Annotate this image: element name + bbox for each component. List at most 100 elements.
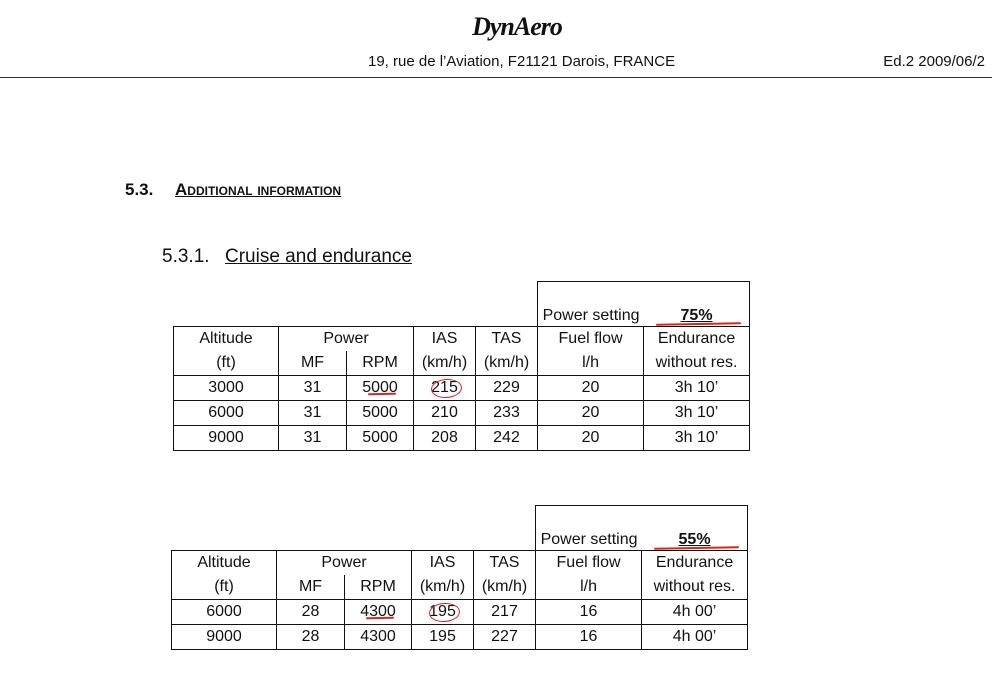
header-cell: without res. <box>641 575 749 600</box>
data-cell: 6000 <box>171 599 277 625</box>
header-cell: RPM <box>344 575 412 600</box>
cell-text: 4h 00’ <box>672 628 717 645</box>
header-rule <box>0 77 992 78</box>
cell-text: 31 <box>303 404 322 421</box>
data-cell: 5000 <box>346 400 414 426</box>
data-row: 3000 31 5000 215 229 20 3h 10’ <box>173 375 751 401</box>
data-cell: 28 <box>276 599 345 625</box>
header-cell: Fuel flow <box>537 326 645 351</box>
header-cell: (ft) <box>171 575 277 600</box>
data-cell: 229 <box>474 375 539 401</box>
data-row: 6000 31 5000 210 233 20 3h 10’ <box>173 400 751 426</box>
data-cell: 16 <box>535 624 643 650</box>
data-cell: 20 <box>537 425 645 451</box>
cell-text: 229 <box>493 379 520 396</box>
cell-text: 4h 00’ <box>672 603 717 620</box>
header-cell: IAS <box>413 326 476 351</box>
power-row: Power setting 55% <box>172 505 749 551</box>
header-cell: TAS <box>474 326 539 351</box>
header-row: Altitude Power IAS TAS Fuel flow Endurance <box>171 550 749 575</box>
section-number: 5.3. <box>125 180 154 199</box>
cell-text: 3h 10’ <box>674 429 719 446</box>
cell-text: 31 <box>303 379 322 396</box>
data-cell: 215 <box>413 375 476 401</box>
cruise-table: Power setting 75% Altitude Power IAS TAS Fuel … <box>173 281 751 451</box>
data-cell: 3h 10’ <box>643 425 751 451</box>
cell-text: 4300 <box>354 603 402 620</box>
cell-text: 9000 <box>206 628 242 645</box>
cell-text: 5000 <box>356 379 404 396</box>
cell-text: 210 <box>431 404 458 421</box>
cell-text: 3h 10’ <box>674 404 719 421</box>
cell-text: 208 <box>431 429 458 446</box>
header-cell: Power <box>276 550 412 575</box>
cell-text: 5000 <box>362 429 398 446</box>
subsection-title: Cruise and endurance <box>225 246 412 267</box>
edition: Ed.2 2009/06/2 <box>883 53 985 70</box>
data-cell: 210 <box>413 400 476 426</box>
cell-text: 20 <box>581 379 600 396</box>
cell-text: 4300 <box>360 628 396 645</box>
data-cell: 9000 <box>171 624 277 650</box>
cell-text: 195 <box>423 603 462 620</box>
data-row: 9000 28 4300 195 227 16 4h 00’ <box>171 624 749 650</box>
header-cell: MF <box>278 351 347 376</box>
header-cell: Power <box>278 326 414 351</box>
cell-text: 28 <box>301 603 320 620</box>
cell-text: 215 <box>425 379 464 396</box>
cell-text: 28 <box>301 628 320 645</box>
header-cell: (km/h) <box>413 351 476 376</box>
power-label: Power setting <box>542 307 640 324</box>
header-cell: RPM <box>346 351 414 376</box>
header-cell: Fuel flow <box>535 550 643 575</box>
blank <box>174 282 538 327</box>
blank <box>172 506 536 551</box>
section-title: Additional information <box>175 180 342 199</box>
data-cell: 4300 <box>344 624 412 650</box>
header-row: Altitude Power IAS TAS Fuel flow Endurance <box>173 326 751 351</box>
cell-text: 31 <box>303 429 322 446</box>
data-cell: 31 <box>278 400 347 426</box>
data-cell: 9000 <box>173 425 279 451</box>
cell-text: 3000 <box>208 379 244 396</box>
address: 19, rue de l’Aviation, F21121 Darois, FR… <box>368 53 676 70</box>
data-row: 6000 28 4300 195 217 16 4h 00’ <box>171 599 749 625</box>
cell-text: 6000 <box>208 404 244 421</box>
cell-text: 16 <box>579 628 598 645</box>
power-box: Power setting 75% <box>537 281 751 327</box>
power-label: Power setting <box>540 531 638 548</box>
data-cell: 217 <box>472 599 537 625</box>
power-setting: Power setting 55% <box>536 506 747 550</box>
power-value: 75% <box>644 307 749 326</box>
header-cell: Altitude <box>171 550 277 575</box>
data-cell: 242 <box>474 425 539 451</box>
data-cell: 20 <box>537 375 645 401</box>
data-cell: 4300 <box>344 599 412 625</box>
data-cell: 3h 10’ <box>643 375 751 401</box>
data-cell: 6000 <box>173 400 279 426</box>
data-cell: 227 <box>472 624 537 650</box>
cell-text: 20 <box>581 404 600 421</box>
header-cell: (ft) <box>173 351 279 376</box>
power-setting: Power setting 75% <box>538 282 749 326</box>
power-value: 55% <box>642 531 747 550</box>
header-cell: MF <box>276 575 345 600</box>
cell-text: 195 <box>429 628 456 645</box>
header-row: (ft) MF RPM (km/h) (km/h) l/h without res. <box>173 351 751 376</box>
cell-text: 233 <box>493 404 520 421</box>
data-cell: 4h 00’ <box>641 599 749 625</box>
cell-text: 9000 <box>208 429 244 446</box>
data-cell: 195 <box>411 599 474 625</box>
subsection-number: 5.3.1. <box>162 246 210 267</box>
header-cell: l/h <box>535 575 643 600</box>
data-cell: 5000 <box>346 375 414 401</box>
header-cell: without res. <box>643 351 751 376</box>
data-cell: 20 <box>537 400 645 426</box>
power-row: Power setting 75% <box>174 281 751 327</box>
data-cell: 31 <box>278 375 347 401</box>
cell-text: 242 <box>493 429 520 446</box>
cell-text: 6000 <box>206 603 242 620</box>
cell-text: 20 <box>581 429 600 446</box>
cell-text: 16 <box>579 603 598 620</box>
